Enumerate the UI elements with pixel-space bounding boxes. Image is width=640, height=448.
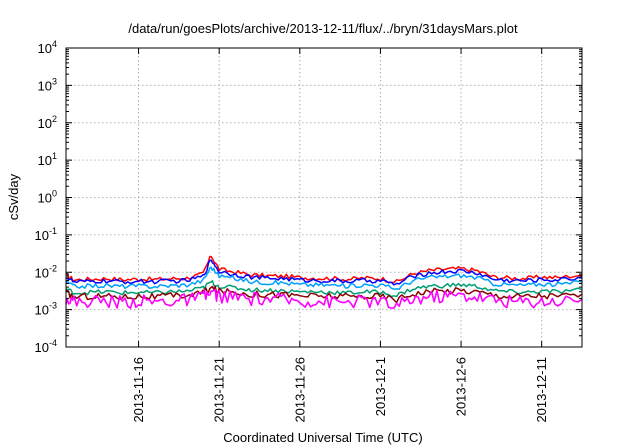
x-tick-label: 2013-11-21: [212, 357, 227, 423]
series-line-3: [65, 266, 583, 290]
x-tick-labels: 2013-11-16 2013-11-21 2013-11-26 2013-12-1 2…: [131, 357, 549, 423]
y-tick-exponent: -4: [49, 338, 57, 348]
y-tick-label: 102: [38, 114, 57, 131]
y-tick-exponent: 1: [52, 151, 57, 161]
series-line-5: [65, 285, 583, 304]
series-group: [65, 255, 583, 309]
series-line-2: [65, 259, 583, 286]
y-tick-exponent: -3: [49, 301, 57, 311]
y-tick-exponent: 4: [52, 39, 57, 49]
y-tick-label: 101: [38, 151, 57, 168]
x-tick-label: 2013-11-16: [131, 357, 146, 423]
y-tick-exponent: 0: [52, 189, 57, 199]
chart-title: /data/run/goesPlots/archive/2013-12-11/f…: [128, 21, 518, 36]
series-line-4: [65, 280, 583, 298]
y-tick-label: 10-3: [35, 301, 57, 318]
y-tick-exponent: 3: [52, 76, 57, 86]
y-tick-label: 103: [38, 76, 57, 93]
series-line-1: [65, 255, 583, 284]
y-tick-label: 10-1: [35, 226, 57, 243]
x-tick-label: 2013-12-6: [454, 357, 469, 416]
y-tick-label: 10-2: [35, 263, 57, 280]
series-line-6: [65, 288, 583, 309]
y-axis-label: cSv/day: [6, 173, 21, 220]
x-tick-label: 2013-12-11: [534, 357, 549, 423]
x-axis-label: Coordinated Universal Time (UTC): [223, 430, 422, 445]
y-tick-label: 100: [38, 189, 57, 206]
y-tick-label: 104: [38, 39, 57, 56]
y-tick-exponent: -2: [49, 263, 57, 273]
y-tick-exponent: 2: [52, 114, 57, 124]
y-tick-exponent: -1: [49, 226, 57, 236]
tick-marks: [66, 47, 582, 348]
y-tick-label: 10-4: [35, 338, 57, 355]
x-tick-label: 2013-11-26: [292, 357, 307, 423]
x-tick-label: 2013-12-1: [373, 357, 388, 416]
